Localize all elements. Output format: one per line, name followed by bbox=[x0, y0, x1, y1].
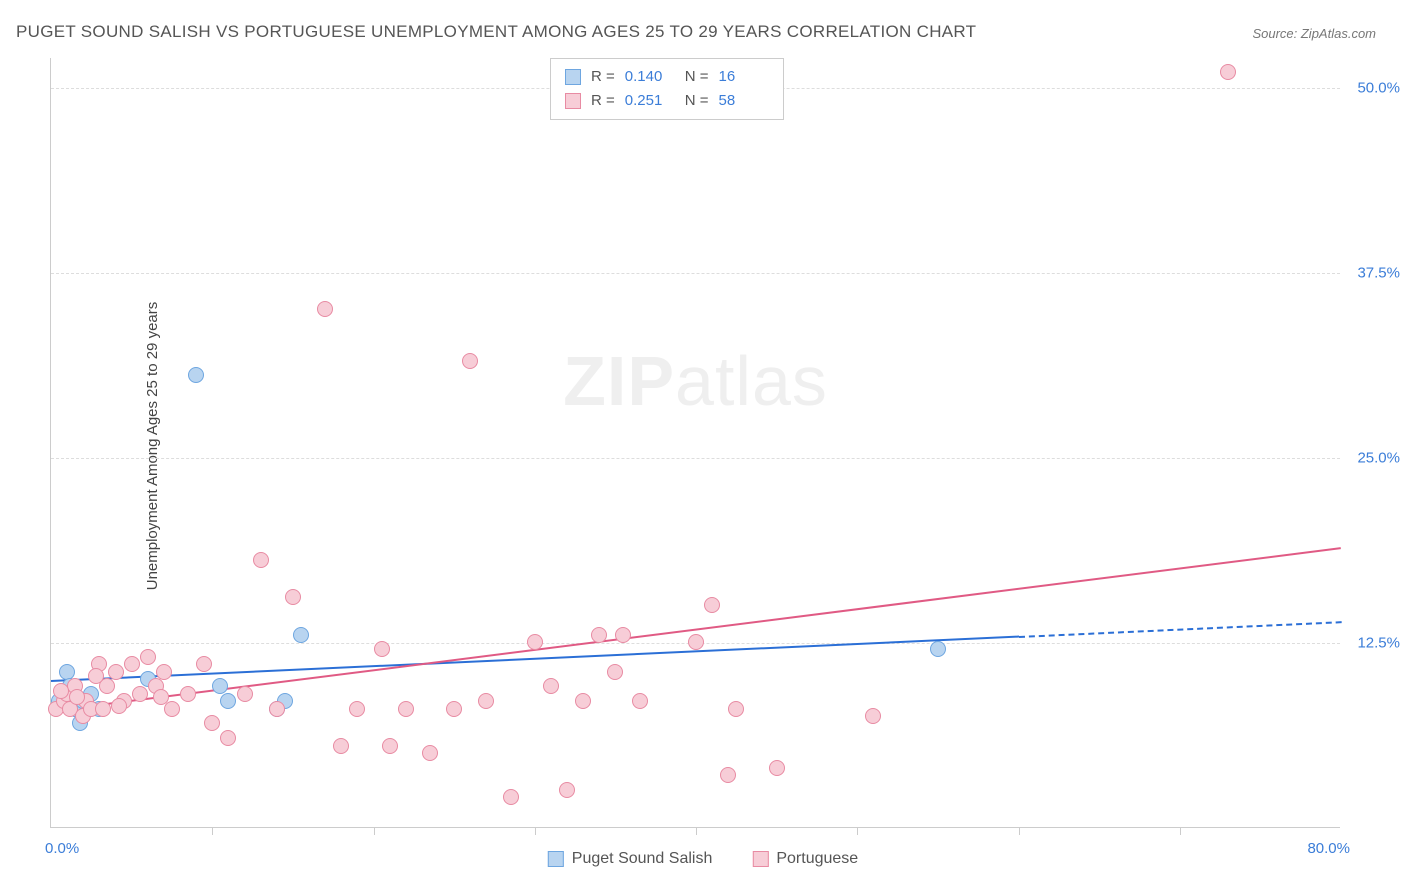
stats-row-portuguese: R = 0.251 N = 58 bbox=[565, 89, 769, 113]
trend-line bbox=[1018, 621, 1341, 638]
legend-swatch bbox=[565, 93, 581, 109]
x-tick bbox=[374, 827, 375, 835]
data-point-portuguese bbox=[124, 656, 140, 672]
data-point-portuguese bbox=[769, 760, 785, 776]
stats-row-salish: R = 0.140 N = 16 bbox=[565, 65, 769, 89]
data-point-portuguese bbox=[1220, 64, 1236, 80]
data-point-portuguese bbox=[478, 693, 494, 709]
data-point-salish bbox=[220, 693, 236, 709]
data-point-portuguese bbox=[285, 589, 301, 605]
data-point-portuguese bbox=[527, 634, 543, 650]
data-point-portuguese bbox=[269, 701, 285, 717]
data-point-portuguese bbox=[591, 627, 607, 643]
data-point-portuguese bbox=[317, 301, 333, 317]
data-point-portuguese bbox=[398, 701, 414, 717]
x-tick bbox=[1180, 827, 1181, 835]
data-point-portuguese bbox=[503, 789, 519, 805]
data-point-salish bbox=[212, 678, 228, 694]
data-point-portuguese bbox=[728, 701, 744, 717]
series-legend: Puget Sound Salish Portuguese bbox=[548, 850, 858, 868]
gridline bbox=[51, 458, 1340, 459]
data-point-portuguese bbox=[156, 664, 172, 680]
legend-label: Portuguese bbox=[776, 850, 858, 868]
data-point-salish bbox=[59, 664, 75, 680]
data-point-portuguese bbox=[153, 689, 169, 705]
data-point-portuguese bbox=[865, 708, 881, 724]
data-point-portuguese bbox=[632, 693, 648, 709]
data-point-salish bbox=[930, 641, 946, 657]
data-point-portuguese bbox=[374, 641, 390, 657]
data-point-portuguese bbox=[559, 782, 575, 798]
data-point-portuguese bbox=[349, 701, 365, 717]
r-label: R = bbox=[591, 89, 615, 113]
legend-item: Puget Sound Salish bbox=[548, 850, 713, 868]
source-attribution: Source: ZipAtlas.com bbox=[1252, 26, 1376, 41]
data-point-portuguese bbox=[237, 686, 253, 702]
n-value: 58 bbox=[719, 89, 769, 113]
data-point-portuguese bbox=[220, 730, 236, 746]
r-value: 0.140 bbox=[625, 65, 675, 89]
data-point-portuguese bbox=[53, 683, 69, 699]
stats-legend: R = 0.140 N = 16 R = 0.251 N = 58 bbox=[550, 58, 784, 120]
data-point-portuguese bbox=[382, 738, 398, 754]
chart-title: PUGET SOUND SALISH VS PORTUGUESE UNEMPLO… bbox=[16, 22, 976, 42]
x-axis-min-label: 0.0% bbox=[45, 840, 79, 857]
x-tick bbox=[535, 827, 536, 835]
data-point-portuguese bbox=[111, 698, 127, 714]
legend-swatch bbox=[548, 851, 564, 867]
data-point-portuguese bbox=[196, 656, 212, 672]
data-point-portuguese bbox=[422, 745, 438, 761]
gridline bbox=[51, 273, 1340, 274]
x-tick bbox=[696, 827, 697, 835]
y-tick-label: 25.0% bbox=[1345, 449, 1400, 466]
data-point-portuguese bbox=[615, 627, 631, 643]
chart-plot-area: ZIPatlas 0.0% 80.0% 12.5%25.0%37.5%50.0% bbox=[50, 58, 1340, 828]
legend-swatch bbox=[565, 69, 581, 85]
y-tick-label: 12.5% bbox=[1345, 634, 1400, 651]
legend-swatch bbox=[752, 851, 768, 867]
data-point-portuguese bbox=[333, 738, 349, 754]
data-point-portuguese bbox=[446, 701, 462, 717]
data-point-portuguese bbox=[607, 664, 623, 680]
data-point-portuguese bbox=[95, 701, 111, 717]
n-value: 16 bbox=[719, 65, 769, 89]
data-point-portuguese bbox=[688, 634, 704, 650]
x-tick bbox=[857, 827, 858, 835]
data-point-portuguese bbox=[704, 597, 720, 613]
legend-item: Portuguese bbox=[752, 850, 858, 868]
data-point-portuguese bbox=[462, 353, 478, 369]
data-point-portuguese bbox=[164, 701, 180, 717]
x-axis-max-label: 80.0% bbox=[1307, 840, 1350, 857]
y-tick-label: 50.0% bbox=[1345, 79, 1400, 96]
watermark-bold: ZIP bbox=[563, 342, 675, 420]
x-tick bbox=[1019, 827, 1020, 835]
watermark-light: atlas bbox=[675, 342, 828, 420]
data-point-portuguese bbox=[69, 689, 85, 705]
n-label: N = bbox=[685, 89, 709, 113]
data-point-portuguese bbox=[204, 715, 220, 731]
data-point-portuguese bbox=[180, 686, 196, 702]
data-point-portuguese bbox=[543, 678, 559, 694]
r-value: 0.251 bbox=[625, 89, 675, 113]
x-tick bbox=[212, 827, 213, 835]
data-point-portuguese bbox=[88, 668, 104, 684]
data-point-portuguese bbox=[720, 767, 736, 783]
r-label: R = bbox=[591, 65, 615, 89]
legend-label: Puget Sound Salish bbox=[572, 850, 713, 868]
data-point-portuguese bbox=[253, 552, 269, 568]
watermark: ZIPatlas bbox=[563, 341, 828, 421]
data-point-portuguese bbox=[575, 693, 591, 709]
y-tick-label: 37.5% bbox=[1345, 264, 1400, 281]
data-point-salish bbox=[293, 627, 309, 643]
data-point-salish bbox=[188, 367, 204, 383]
data-point-portuguese bbox=[132, 686, 148, 702]
n-label: N = bbox=[685, 65, 709, 89]
data-point-portuguese bbox=[140, 649, 156, 665]
data-point-portuguese bbox=[108, 664, 124, 680]
